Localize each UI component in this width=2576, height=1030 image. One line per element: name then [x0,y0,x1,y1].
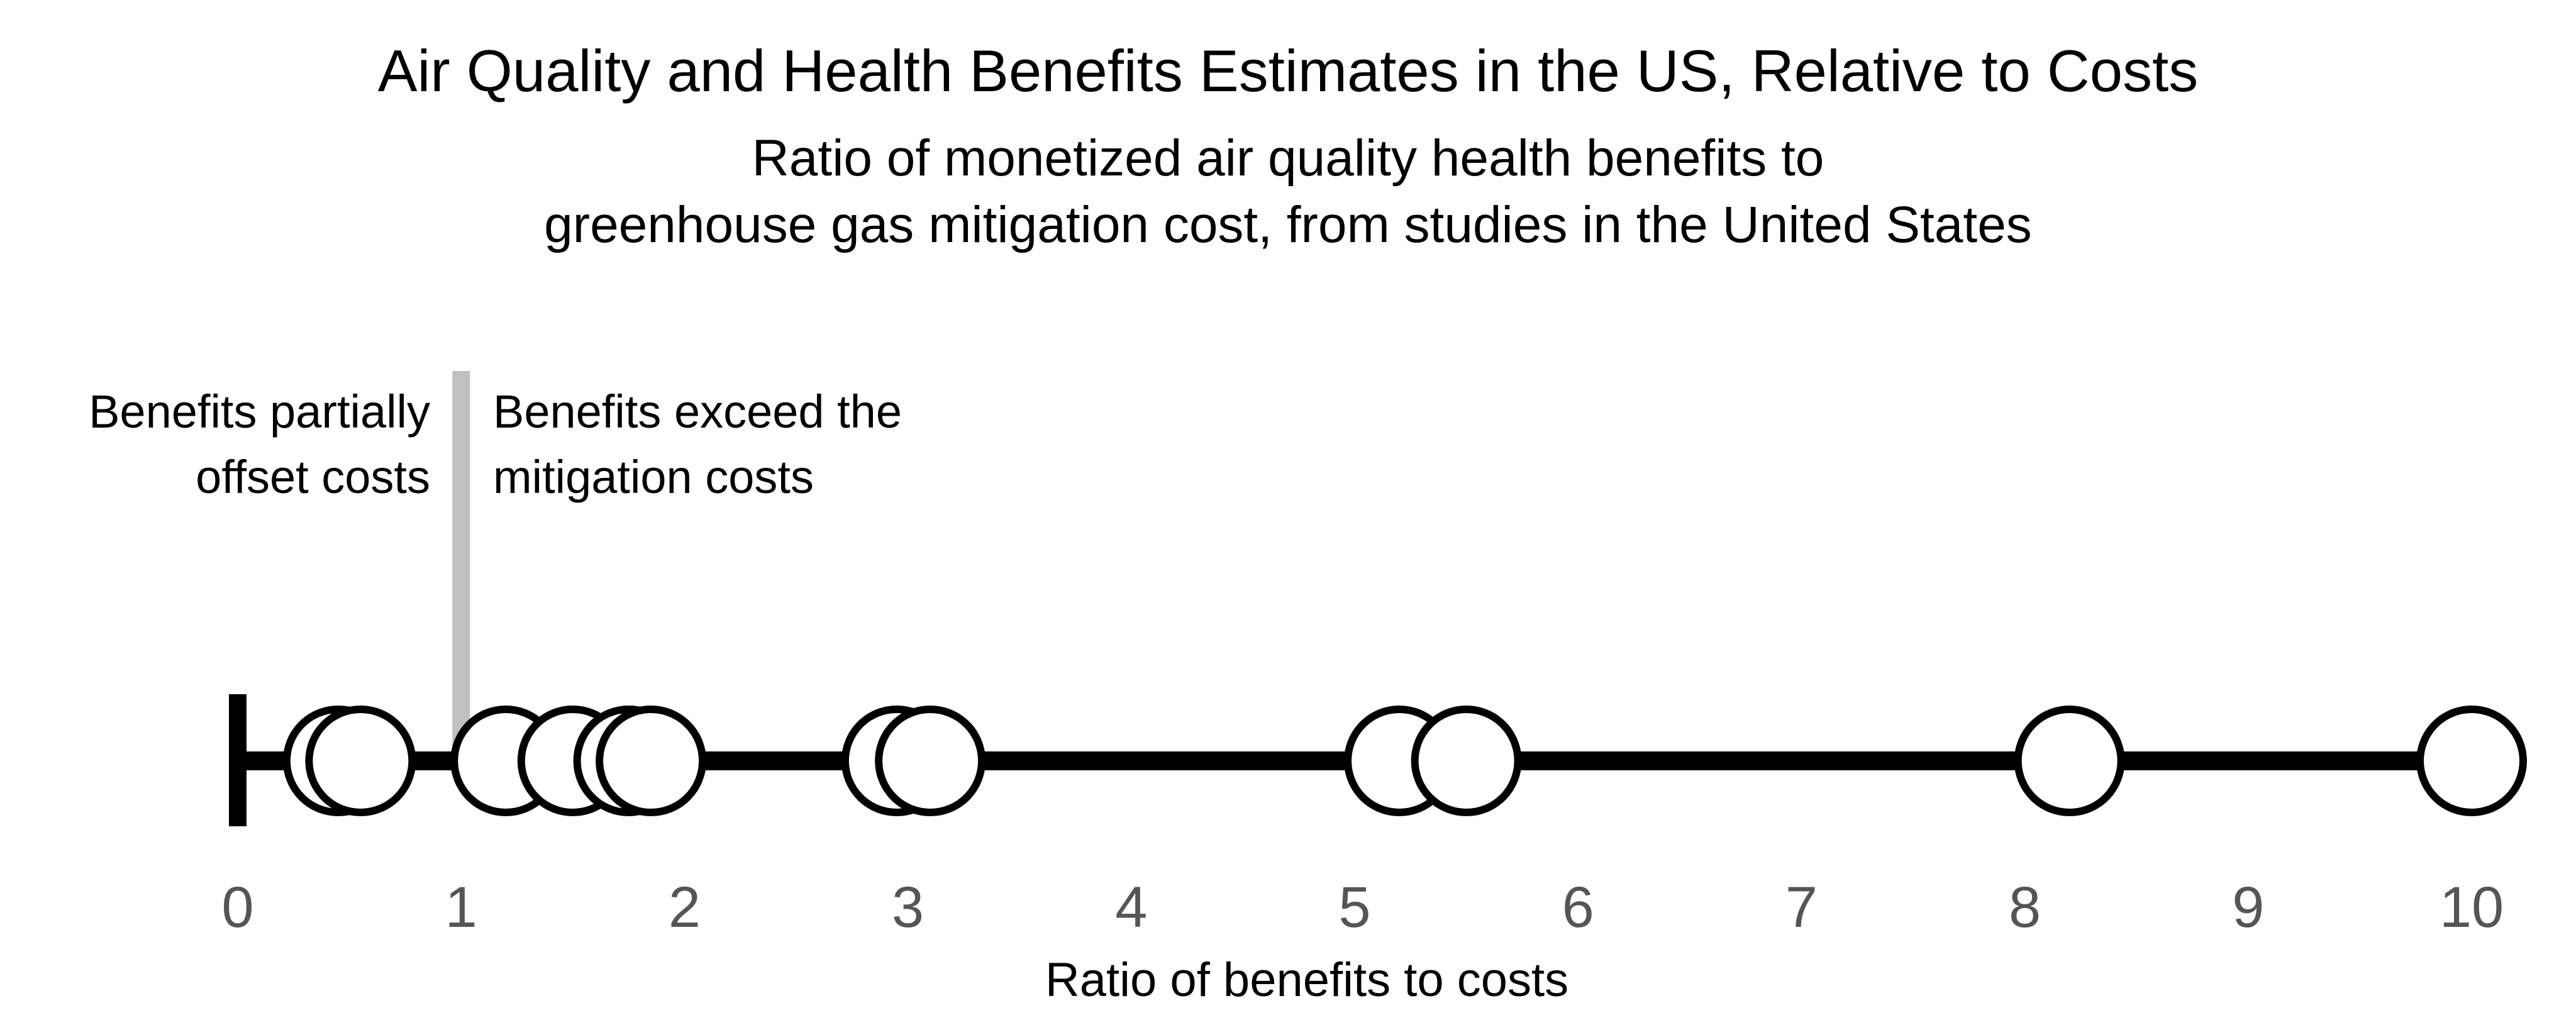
data-point-2 [305,706,416,816]
x-tick-label-2: 2 [669,875,701,939]
data-point-12 [2416,706,2527,816]
chart-subtitle-line-2: greenhouse gas mitigation cost, from stu… [544,196,2032,253]
chart-title: Air Quality and Health Benefits Estimate… [377,38,2199,104]
x-tick-label-1: 1 [445,875,477,939]
x-tick-label-7: 7 [1785,875,1818,939]
region-label-right-line-2: mitigation costs [493,451,814,503]
region-label-left-line-1: Benefits partially [89,385,430,438]
region-label-left-line-2: offset costs [196,451,430,503]
x-tick-label-0: 0 [221,875,253,939]
x-tick-label-9: 9 [2232,875,2264,939]
x-tick-label-8: 8 [2009,875,2041,939]
region-label-right-line-1: Benefits exceed the [493,385,902,438]
x-tick-label-3: 3 [892,875,924,939]
data-point-8 [875,706,986,816]
x-tick-label-5: 5 [1338,875,1370,939]
x-tick-label-4: 4 [1115,875,1147,939]
data-point-11 [2014,706,2125,816]
x-tick-label-10: 10 [2440,875,2504,939]
x-tick-label-6: 6 [1562,875,1594,939]
data-point-6 [596,706,707,816]
reference-line-ratio-1 [452,371,470,761]
data-point-10 [1411,706,1522,816]
chart-subtitle-line-1: Ratio of monetized air quality health be… [752,130,1824,187]
x-axis-title: Ratio of benefits to costs [1045,953,1568,1007]
x-axis-zero-bar [229,694,247,826]
